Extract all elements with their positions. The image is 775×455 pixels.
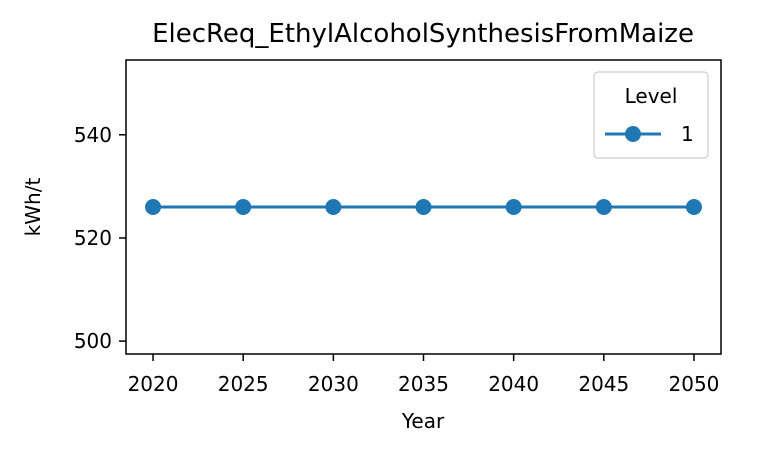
x-axis-ticks: 2020 2025 2030 2035 2040 2045 2050 [128, 354, 720, 396]
y-axis-ticks: 500 520 540 [74, 123, 126, 353]
x-tick-label: 2020 [128, 372, 179, 396]
data-point [505, 199, 522, 215]
series-layer [145, 199, 702, 215]
x-tick-label: 2045 [578, 372, 629, 396]
data-point [685, 199, 702, 215]
data-point [325, 199, 342, 215]
data-point [145, 199, 162, 215]
data-point [235, 199, 252, 215]
legend-series-label: 1 [681, 122, 694, 146]
y-axis-label: kWh/t [21, 178, 45, 237]
x-tick-label: 2025 [218, 372, 269, 396]
x-tick-label: 2035 [398, 372, 449, 396]
x-axis-label: Year [401, 409, 445, 433]
x-tick-label: 2040 [488, 372, 539, 396]
y-tick-label: 520 [74, 226, 112, 250]
chart-title: ElecReq_EthylAlcoholSynthesisFromMaize [152, 19, 694, 49]
data-point [595, 199, 612, 215]
data-point [415, 199, 432, 215]
legend: Level 1 [593, 71, 709, 159]
y-tick-label: 540 [74, 123, 112, 147]
legend-series-marker [625, 126, 641, 142]
legend-box [593, 71, 709, 159]
y-tick-label: 500 [74, 329, 112, 353]
x-tick-label: 2050 [669, 372, 720, 396]
legend-title: Level [625, 84, 678, 108]
x-tick-label: 2030 [308, 372, 359, 396]
